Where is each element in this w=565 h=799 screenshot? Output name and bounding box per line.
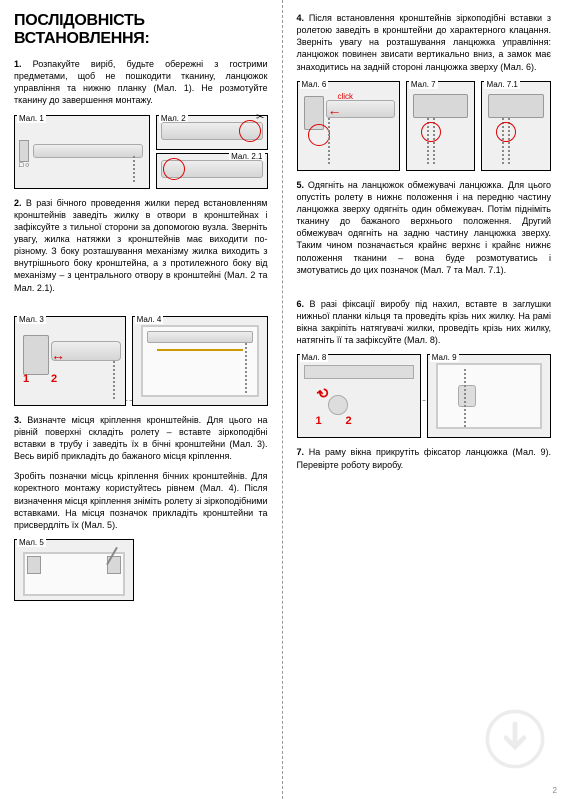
- fig-label: Мал. 6: [300, 80, 329, 89]
- step-2: 2. В разі бічного проведення жилки перед…: [14, 197, 268, 294]
- fig-label: Мал. 7: [409, 80, 438, 89]
- step-num: 4.: [297, 13, 305, 23]
- figure-3: Мал. 3 ↔ 1 2: [14, 316, 126, 406]
- figure-8: Мал. 8 ↻ 1 2: [297, 354, 421, 438]
- fig-label: Мал. 4: [135, 315, 164, 324]
- step-5: 5. Одягніть на ланцюжок обмежувачі ланцю…: [297, 179, 552, 276]
- step-num: 2.: [14, 198, 22, 208]
- page-title: ПОСЛІДОВНІСТЬ ВСТАНОВЛЕННЯ:: [14, 12, 268, 48]
- fig-label: Мал. 7.1: [484, 80, 519, 89]
- right-column: 4. Після встановлення кронштейнів зіркоп…: [283, 0, 565, 799]
- figure-6: Мал. 6 click ←: [297, 81, 400, 171]
- figure-row-1-2: Мал. 1 □ ○ Мал. 2 ✂ Мал. 2.1: [14, 115, 268, 189]
- step-6: 6. В разі фіксації виробу під нахил, вст…: [297, 298, 552, 347]
- figure-2-1: Мал. 2.1: [156, 153, 268, 189]
- figure-row-6-7: Мал. 6 click ← Мал. 7 Мал. 7.1: [297, 81, 552, 171]
- figure-5: Мал. 5: [14, 539, 134, 601]
- step-num: 5.: [297, 180, 305, 190]
- step-num: 3.: [14, 415, 22, 425]
- fig-label: Мал. 1: [17, 114, 46, 123]
- fig-label: Мал. 9: [430, 353, 459, 362]
- step-3: 3. Визначте місця кріплення кронштейнів.…: [14, 414, 268, 463]
- step-4: 4. Після встановлення кронштейнів зіркоп…: [297, 12, 552, 73]
- step-text: Після встановлення кронштейнів зіркоподі…: [297, 13, 552, 72]
- fig-label: Мал. 8: [300, 353, 329, 362]
- figure-2: Мал. 2 ✂: [156, 115, 268, 151]
- figure-1: Мал. 1 □ ○: [14, 115, 150, 189]
- left-column: ПОСЛІДОВНІСТЬ ВСТАНОВЛЕННЯ: 1. Розпакуйт…: [0, 0, 283, 799]
- step-num: 1.: [14, 59, 22, 69]
- figure-7-1: Мал. 7.1: [481, 81, 551, 171]
- fig-label: Мал. 3: [17, 315, 46, 324]
- step-num: 7.: [297, 447, 305, 457]
- step-num: 6.: [297, 299, 305, 309]
- step-text: Визначте місця кріплення кронштейнів. Дл…: [14, 415, 268, 461]
- figure-row-3-4: Мал. 3 ↔ 1 2 Мал. 4: [14, 316, 268, 406]
- fig-label: Мал. 5: [17, 538, 46, 547]
- page-number: 2: [553, 786, 557, 795]
- step-text: В разі фіксації виробу під нахил, вставт…: [297, 299, 552, 345]
- step-text: Розпакуйте виріб, будьте обережні з гост…: [14, 59, 268, 105]
- figure-row-8-9: Мал. 8 ↻ 1 2 Мал. 9: [297, 354, 552, 438]
- instruction-page: ПОСЛІДОВНІСТЬ ВСТАНОВЛЕННЯ: 1. Розпакуйт…: [0, 0, 565, 799]
- step-text: Одягніть на ланцюжок обмежувачі ланцюжка…: [297, 180, 552, 275]
- figure-4: Мал. 4: [132, 316, 268, 406]
- step-3b: Зробіть позначки місць кріплення бічних …: [14, 470, 268, 531]
- step-text: На раму вікна прикрутіть фіксатор ланцюж…: [297, 447, 552, 469]
- watermark-icon: [485, 709, 545, 769]
- figure-7: Мал. 7: [406, 81, 476, 171]
- step-1: 1. Розпакуйте виріб, будьте обережні з г…: [14, 58, 268, 107]
- figure-9: Мал. 9: [427, 354, 551, 438]
- figure-row-5: Мал. 5: [14, 539, 268, 601]
- click-label: click: [338, 92, 354, 101]
- step-7: 7. На раму вікна прикрутіть фіксатор лан…: [297, 446, 552, 470]
- step-text: В разі бічного проведення жилки перед вс…: [14, 198, 268, 293]
